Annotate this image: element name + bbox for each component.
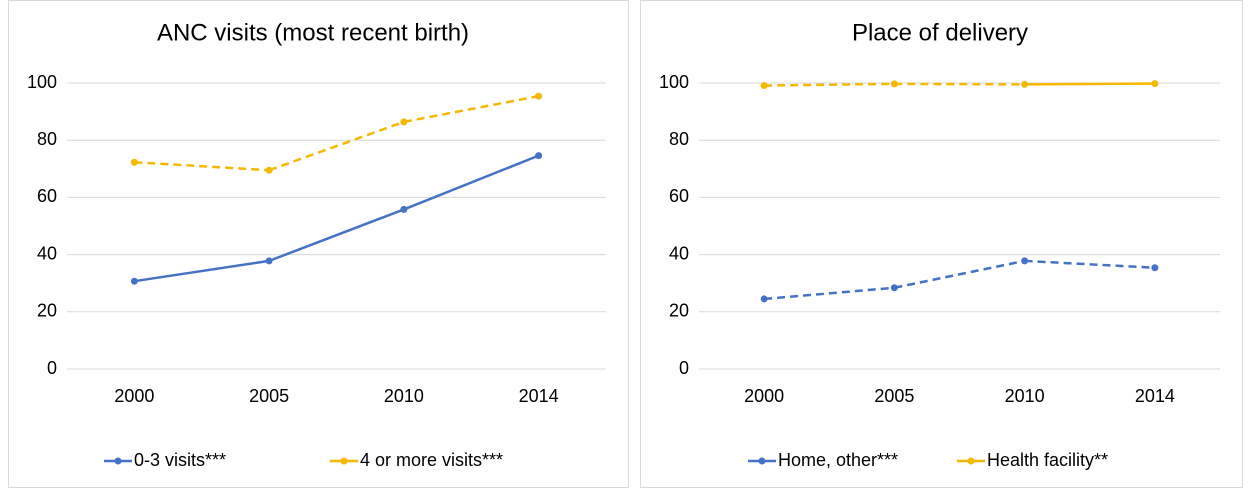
data-point <box>265 166 273 174</box>
line-segment <box>134 160 270 172</box>
line-segment <box>764 286 895 301</box>
line-segment <box>894 82 1025 86</box>
y-tick-label: 0 <box>679 358 689 378</box>
y-tick-label: 100 <box>27 72 57 92</box>
line-segment <box>134 259 270 283</box>
y-tick-label: 80 <box>669 129 689 149</box>
x-tick-label: 2010 <box>384 386 424 406</box>
legend-label: 0-3 visits*** <box>134 450 226 470</box>
line-segment <box>268 208 405 263</box>
legend-label: Health facility** <box>987 450 1108 470</box>
x-tick-label: 2000 <box>114 386 154 406</box>
y-tick-label: 40 <box>37 243 57 263</box>
data-point <box>535 92 543 100</box>
x-tick-label: 2005 <box>874 386 914 406</box>
chart-panel: ANC visits (most recent birth) 0 20 40 60 80 1… <box>8 0 629 488</box>
legend-marker <box>340 457 348 465</box>
y-tick-label: 40 <box>669 243 689 263</box>
y-tick-label: 0 <box>47 358 57 378</box>
legend-marker <box>114 457 122 465</box>
line-segment <box>894 259 1025 290</box>
legend-marker <box>758 457 766 465</box>
line-segment <box>1024 82 1155 86</box>
data-point <box>1021 80 1029 88</box>
x-tick-label: 2014 <box>519 386 559 406</box>
data-point <box>890 80 898 88</box>
data-point <box>760 82 768 90</box>
legend-marker <box>967 457 975 465</box>
x-tick-label: 2014 <box>1135 386 1175 406</box>
line-segment <box>403 154 540 211</box>
panel-border <box>640 0 1243 488</box>
data-point <box>130 277 138 285</box>
legend-label: Home, other*** <box>778 450 898 470</box>
y-tick-label: 100 <box>659 72 689 92</box>
data-point <box>1151 264 1159 272</box>
chart-title: Place of delivery <box>852 19 1028 46</box>
line-segment <box>268 120 405 172</box>
data-point <box>130 158 138 166</box>
x-tick-label: 2000 <box>744 386 784 406</box>
chart-title: ANC visits (most recent birth) <box>157 19 469 46</box>
panel-border <box>8 0 629 488</box>
line-segment <box>403 94 539 124</box>
x-tick-label: 2010 <box>1005 386 1045 406</box>
line-segment <box>1024 259 1155 270</box>
x-tick-label: 2005 <box>249 386 289 406</box>
data-point <box>535 152 543 160</box>
chart-panel: Place of delivery 0 20 40 60 80 100 2000 2005 201… <box>640 0 1243 488</box>
y-tick-label: 20 <box>37 301 57 321</box>
y-tick-label: 80 <box>37 129 57 149</box>
data-point <box>400 205 408 213</box>
data-point <box>1021 257 1029 265</box>
data-point <box>1151 80 1159 88</box>
data-point <box>265 257 273 265</box>
data-point <box>400 118 408 126</box>
y-tick-label: 60 <box>37 186 57 206</box>
legend-label: 4 or more visits*** <box>360 450 503 470</box>
data-point <box>890 284 898 292</box>
line-segment <box>764 82 895 87</box>
y-tick-label: 60 <box>669 186 689 206</box>
y-tick-label: 20 <box>669 301 689 321</box>
data-point <box>760 295 768 303</box>
